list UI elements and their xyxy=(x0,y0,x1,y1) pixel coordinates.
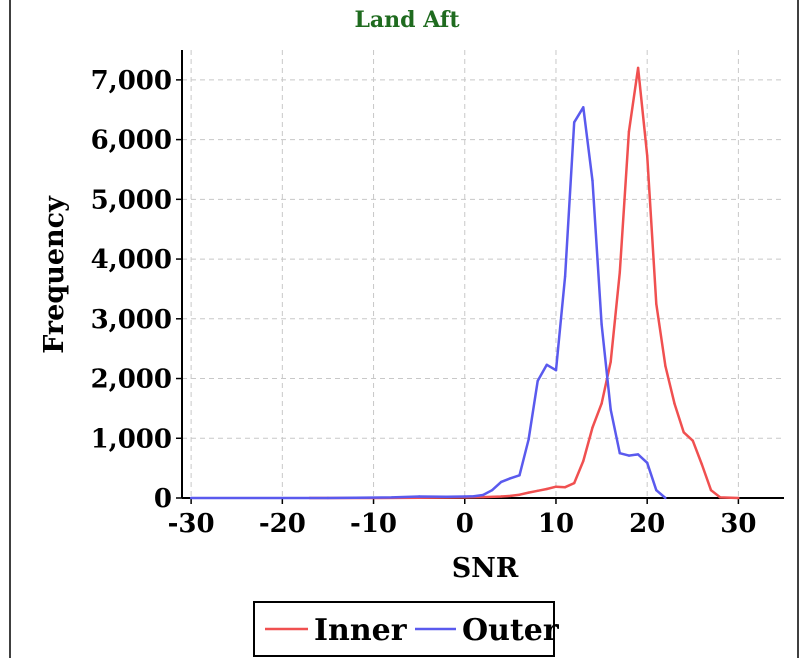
data-point-outer xyxy=(554,369,558,372)
data-point-outer xyxy=(591,179,594,182)
legend-label-inner: Inner xyxy=(314,613,408,648)
axes xyxy=(176,50,784,504)
data-point-inner xyxy=(536,489,539,492)
data-point-inner xyxy=(618,271,621,274)
data-point-inner xyxy=(719,496,722,499)
y-tick-label: 0 xyxy=(154,484,172,514)
data-point-inner xyxy=(563,486,567,489)
y-axis-label: Frequency xyxy=(39,195,70,354)
data-point-inner xyxy=(509,494,512,498)
data-point-inner xyxy=(591,426,594,429)
data-point-inner xyxy=(545,487,548,491)
chart-title: Land Aft xyxy=(354,7,460,33)
data-point-outer xyxy=(563,275,567,278)
data-point-inner xyxy=(636,66,640,70)
data-point-inner xyxy=(646,154,649,157)
data-point-outer xyxy=(618,452,621,455)
data-point-outer xyxy=(655,489,658,492)
data-point-outer xyxy=(445,495,448,498)
data-point-outer xyxy=(463,495,466,498)
y-tick-label: 3,000 xyxy=(91,305,172,335)
data-point-outer xyxy=(664,496,667,500)
data-point-outer xyxy=(390,496,393,499)
legend-label-outer: Outer xyxy=(462,613,560,648)
series-line-outer xyxy=(191,106,667,500)
y-tick-label: 5,000 xyxy=(91,185,172,215)
data-point-outer xyxy=(418,495,421,498)
y-tick-label: 7,000 xyxy=(91,66,172,96)
x-tick-label: -20 xyxy=(259,509,306,539)
data-point-outer xyxy=(527,438,530,441)
data-point-inner xyxy=(627,130,631,133)
data-point-inner xyxy=(609,360,612,363)
data-point-outer xyxy=(490,489,494,492)
x-tick-label: -30 xyxy=(168,509,215,539)
data-point-inner xyxy=(655,302,658,306)
data-point-inner xyxy=(481,495,485,499)
data-point-inner xyxy=(664,364,667,368)
x-axis-label: SNR xyxy=(452,553,519,584)
data-point-inner xyxy=(527,491,530,494)
data-point-outer xyxy=(189,496,193,500)
data-point-outer xyxy=(609,408,612,411)
y-tick-label: 6,000 xyxy=(91,126,172,156)
y-tick-label: 2,000 xyxy=(91,365,172,395)
x-tick-label: 30 xyxy=(720,509,756,539)
data-point-outer xyxy=(500,480,503,484)
data-point-inner xyxy=(673,402,676,405)
data-point-outer xyxy=(573,121,576,124)
data-point-outer xyxy=(509,477,512,480)
data-point-outer xyxy=(481,493,485,497)
data-point-outer xyxy=(536,379,539,383)
x-tick-label: 10 xyxy=(538,509,574,539)
data-point-outer xyxy=(627,454,631,457)
data-point-outer xyxy=(636,453,640,456)
data-point-inner xyxy=(700,463,704,466)
legend: Inner Outer xyxy=(253,601,560,657)
x-tick-label: 20 xyxy=(629,509,665,539)
data-point-outer xyxy=(545,363,548,366)
x-tick-label: 0 xyxy=(456,509,474,539)
data-point-outer xyxy=(646,461,649,464)
data-point-outer xyxy=(326,496,330,500)
data-point-outer xyxy=(600,323,603,326)
tick-labels: -30 -20 -10 0 10 20 30 0 1,000 2,000 3,000 4,000 5,0… xyxy=(91,66,757,539)
y-tick-label: 4,000 xyxy=(91,245,172,275)
data-point-inner xyxy=(500,495,503,498)
series-layer xyxy=(189,66,740,500)
data-point-inner xyxy=(573,481,576,485)
data-point-inner xyxy=(737,496,740,500)
x-tick-label: -10 xyxy=(350,509,397,539)
data-point-inner xyxy=(691,439,694,442)
data-point-inner xyxy=(554,485,558,488)
data-point-outer xyxy=(472,495,476,498)
data-point-inner xyxy=(600,402,603,405)
data-point-inner xyxy=(682,431,685,434)
data-point-inner xyxy=(582,459,585,463)
grid xyxy=(182,50,784,499)
data-point-inner xyxy=(709,489,713,492)
data-point-inner xyxy=(518,493,521,496)
data-point-outer xyxy=(582,106,585,109)
y-tick-label: 1,000 xyxy=(91,424,172,454)
data-point-outer xyxy=(518,474,521,477)
